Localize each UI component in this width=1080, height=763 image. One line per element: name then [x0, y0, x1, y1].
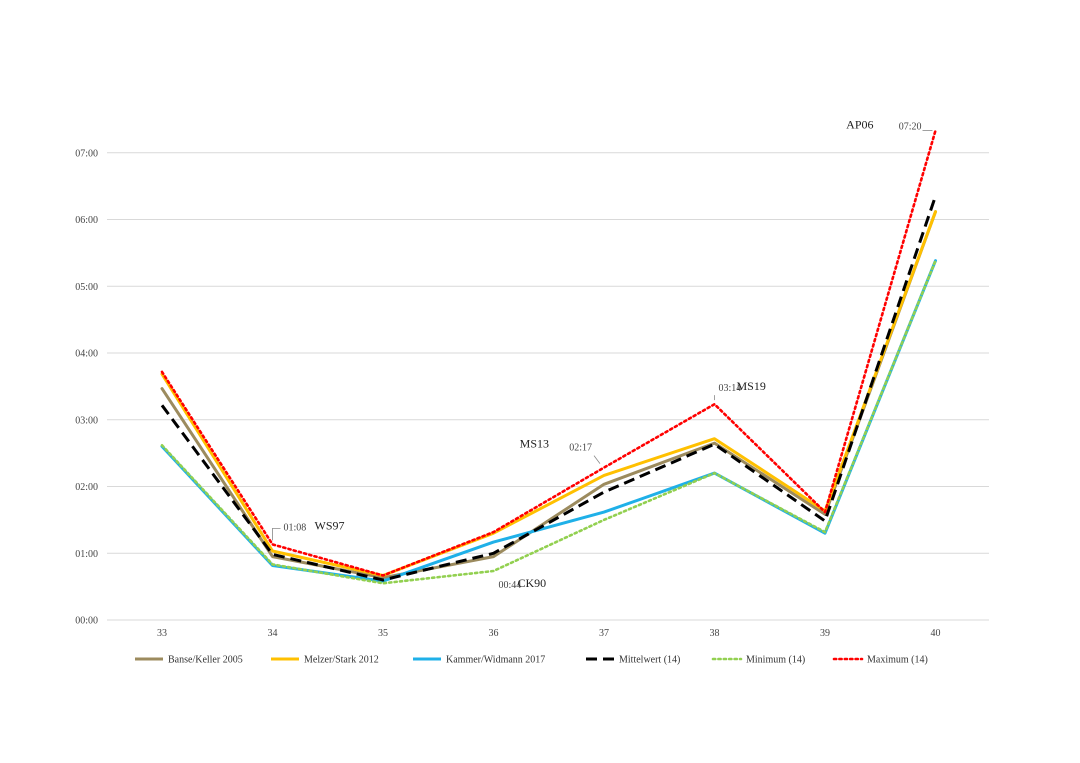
- legend-label: Banse/Keller 2005: [168, 655, 243, 666]
- x-tick-label: 37: [599, 628, 609, 639]
- series-lines: [160, 129, 937, 585]
- legend-label: Melzer/Stark 2012: [304, 655, 379, 666]
- legend-label: Minimum (14): [746, 655, 805, 666]
- legend-label: Kammer/Widmann 2017: [446, 655, 545, 666]
- x-tick-label: 36: [489, 628, 499, 639]
- annotation-leader: [272, 527, 281, 541]
- y-tick-label: 05:00: [75, 282, 98, 293]
- y-tick-label: 07:00: [75, 148, 98, 159]
- annotation-code: AP06: [846, 118, 873, 132]
- y-tick-label: 02:00: [75, 482, 98, 493]
- series-line: [160, 129, 937, 577]
- annotation-leader: [593, 455, 601, 464]
- legend: Banse/Keller 2005 Melzer/Stark 2012 Kammer…: [135, 655, 928, 666]
- x-axis-ticks: 33 34 35 36 37 38 39 40: [157, 628, 941, 639]
- x-tick-label: 38: [710, 628, 720, 639]
- annotation-code: WS97: [315, 518, 345, 532]
- annotation-time: 01:08: [284, 522, 307, 533]
- x-tick-label: 35: [378, 628, 388, 639]
- annotation-code: CK90: [518, 576, 547, 590]
- y-tick-label: 00:00: [75, 616, 98, 627]
- legend-label: Mittelwert (14): [619, 655, 680, 666]
- gridlines: [107, 152, 989, 621]
- annotation-time: 00:44: [499, 580, 522, 591]
- x-tick-label: 34: [268, 628, 278, 639]
- legend-label: Maximum (14): [867, 655, 928, 666]
- x-tick-label: 33: [157, 628, 167, 639]
- series-line: [160, 210, 937, 580]
- annotation-time: 07:20: [899, 122, 922, 133]
- annotation-time: 03:14: [719, 383, 742, 394]
- y-tick-label: 03:00: [75, 415, 98, 426]
- series-line: [160, 195, 937, 582]
- annotation-time: 02:17: [569, 443, 592, 454]
- y-axis-ticks: 00:00 01:00 02:00 03:00 04:00 05:00 06:00 07:00: [75, 148, 98, 626]
- y-tick-label: 06:00: [75, 215, 98, 226]
- series-line: [160, 210, 937, 577]
- annotation-code: MS13: [520, 437, 549, 451]
- series-line: [160, 259, 937, 583]
- x-tick-label: 39: [820, 628, 830, 639]
- annotation-code: MS19: [737, 379, 766, 393]
- y-tick-label: 01:00: [75, 549, 98, 560]
- series-line: [160, 259, 937, 585]
- y-tick-label: 04:00: [75, 349, 98, 360]
- x-tick-label: 40: [931, 628, 941, 639]
